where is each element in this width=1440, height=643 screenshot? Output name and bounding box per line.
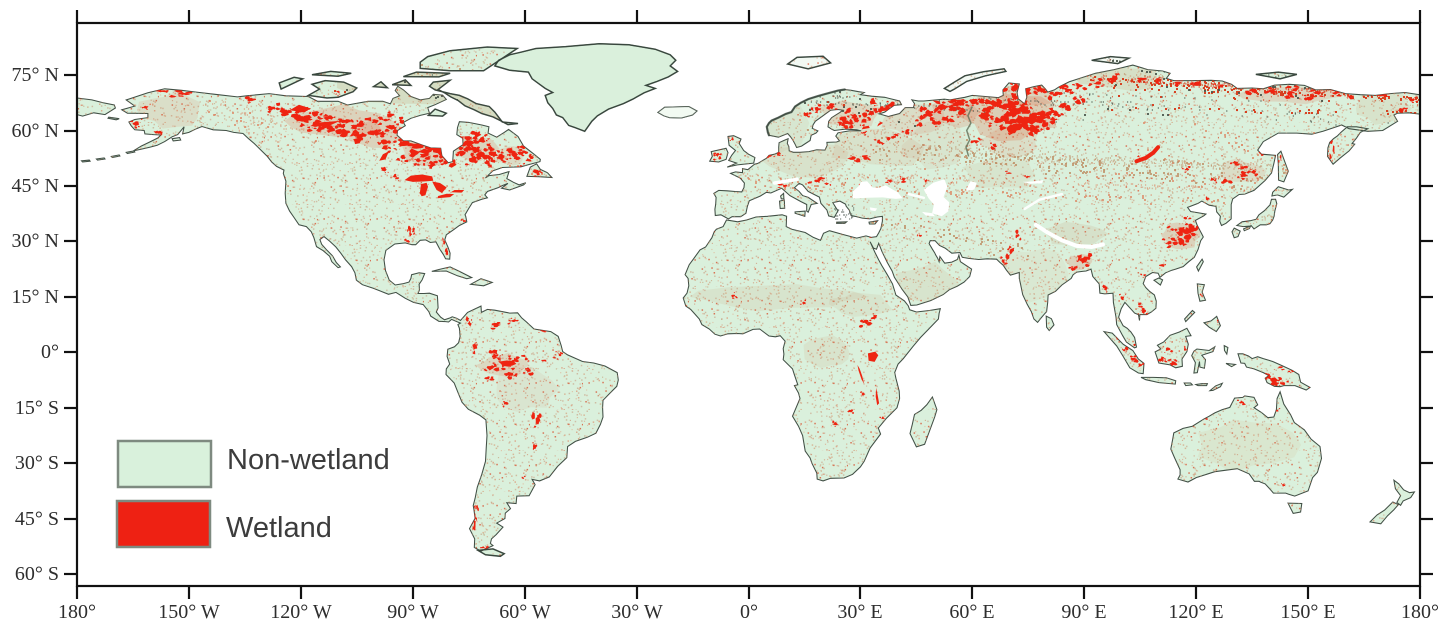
svg-text:180°: 180° bbox=[58, 601, 96, 623]
svg-text:90° W: 90° W bbox=[387, 601, 439, 623]
svg-text:15° N: 15° N bbox=[12, 286, 59, 308]
svg-text:150° E: 150° E bbox=[1280, 601, 1335, 623]
svg-text:30° W: 30° W bbox=[611, 601, 663, 623]
svg-text:60° S: 60° S bbox=[15, 563, 59, 585]
svg-text:150° W: 150° W bbox=[158, 601, 220, 623]
svg-text:45° S: 45° S bbox=[15, 508, 59, 530]
svg-text:90° E: 90° E bbox=[1061, 601, 1106, 623]
svg-text:30° S: 30° S bbox=[15, 452, 59, 474]
svg-text:Wetland: Wetland bbox=[226, 512, 332, 544]
svg-text:120° W: 120° W bbox=[270, 601, 332, 623]
svg-text:15° S: 15° S bbox=[15, 397, 59, 419]
svg-text:180°: 180° bbox=[1401, 601, 1439, 623]
svg-text:60° E: 60° E bbox=[949, 601, 994, 623]
svg-text:0°: 0° bbox=[41, 341, 59, 363]
svg-text:0°: 0° bbox=[740, 601, 758, 623]
svg-text:60° N: 60° N bbox=[12, 120, 59, 142]
svg-text:30° N: 30° N bbox=[12, 230, 59, 252]
svg-text:45° N: 45° N bbox=[12, 175, 59, 197]
svg-text:75° N: 75° N bbox=[12, 64, 59, 86]
svg-text:120° E: 120° E bbox=[1168, 601, 1223, 623]
svg-text:60° W: 60° W bbox=[499, 601, 551, 623]
svg-text:Non-wetland: Non-wetland bbox=[227, 444, 390, 476]
svg-text:30° E: 30° E bbox=[837, 601, 882, 623]
